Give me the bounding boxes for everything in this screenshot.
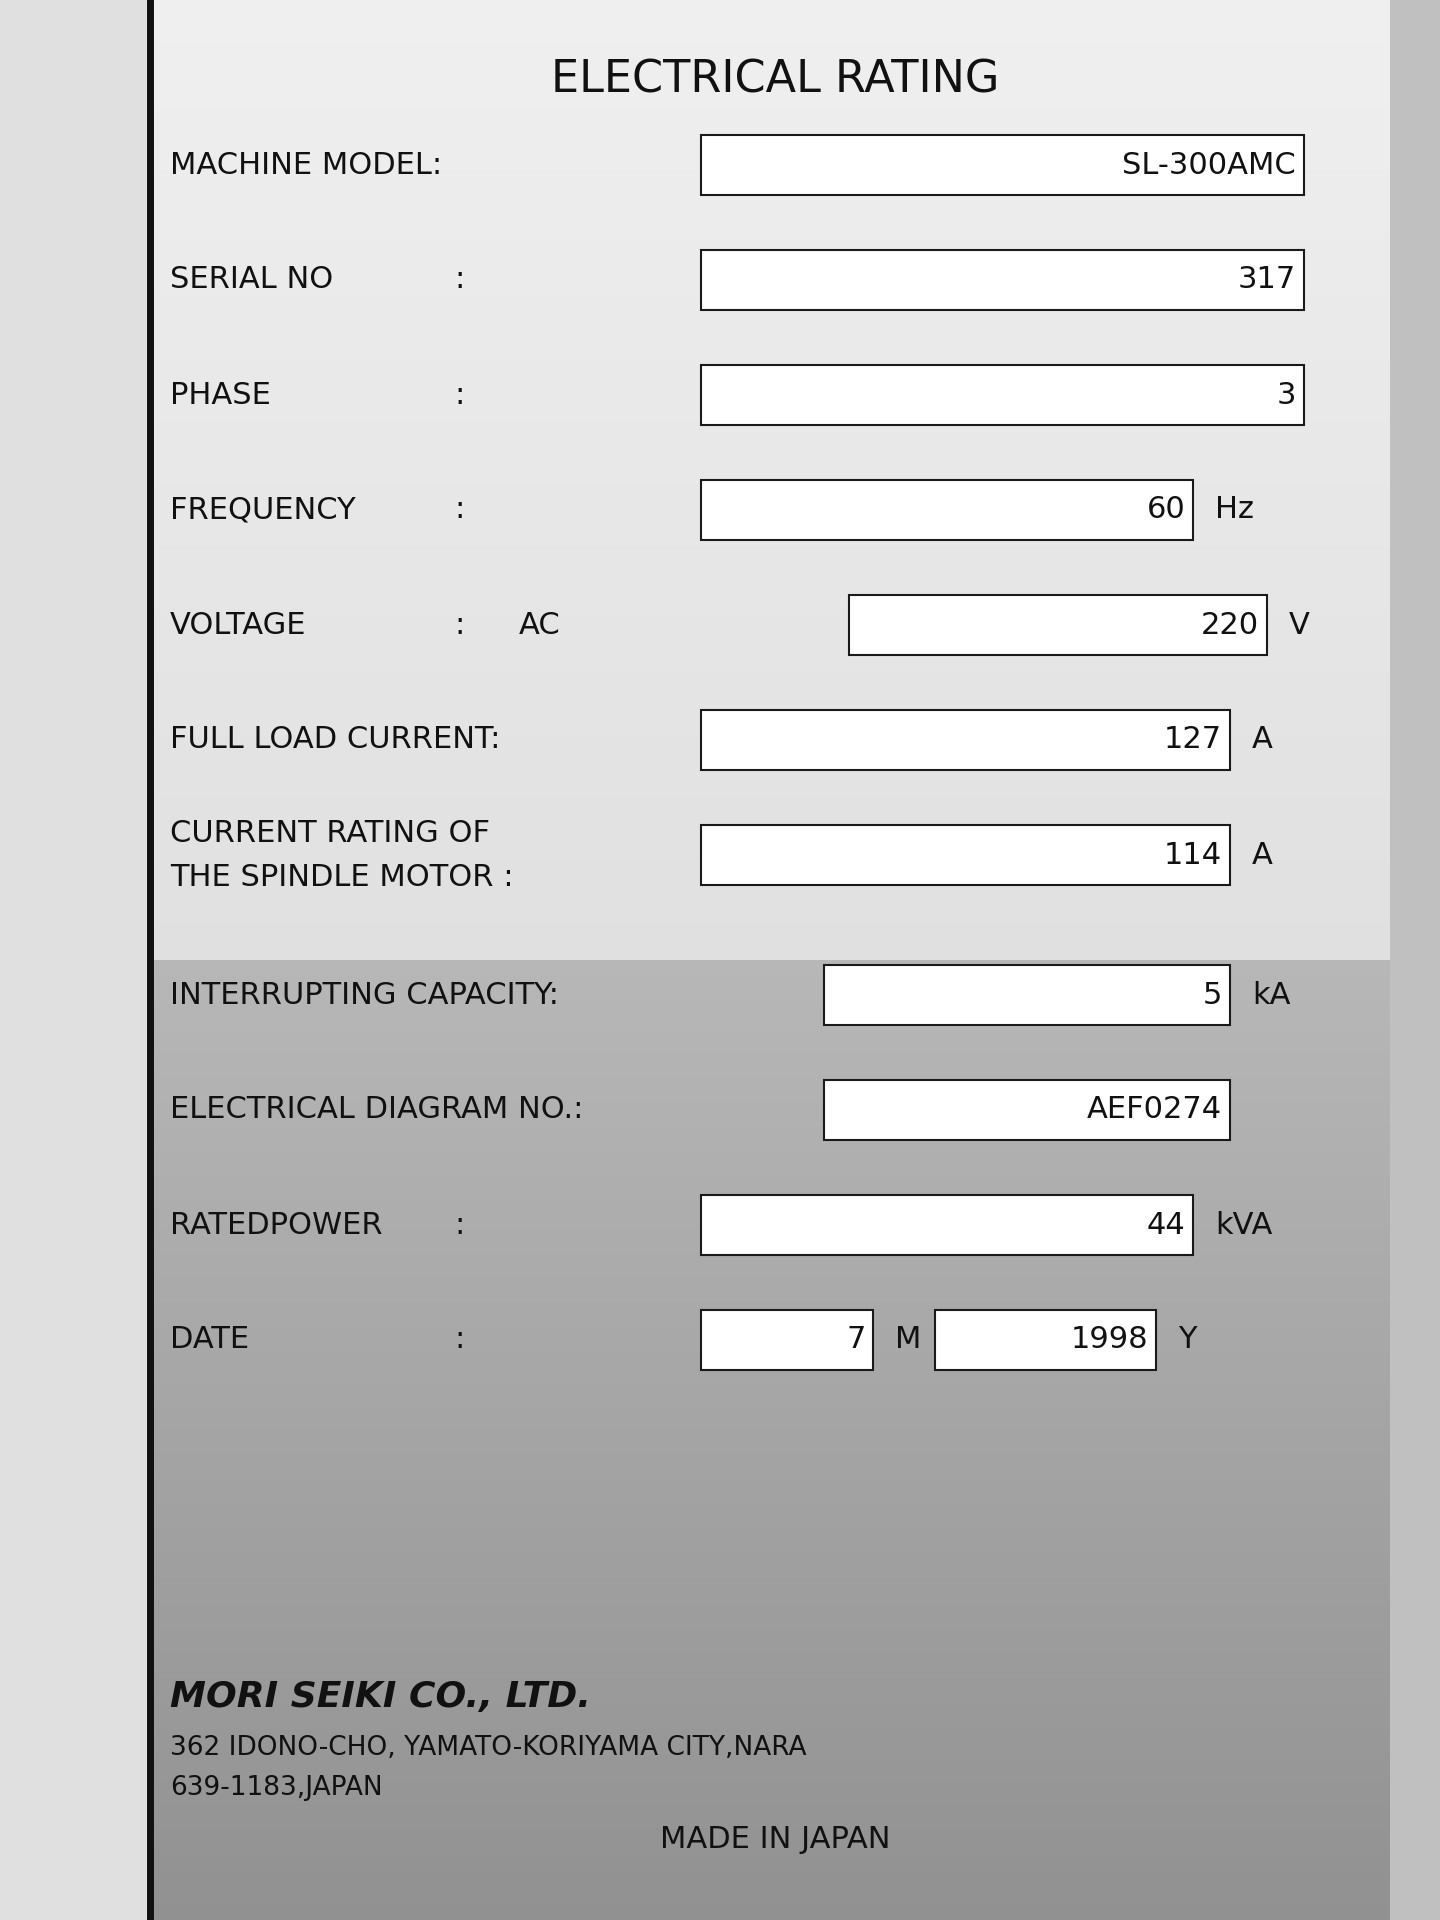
Text: MACHINE MODEL:: MACHINE MODEL: <box>170 150 442 179</box>
Text: MORI SEIKI CO., LTD.: MORI SEIKI CO., LTD. <box>170 1680 590 1715</box>
Text: 5: 5 <box>1202 981 1223 1010</box>
Text: RATEDPOWER: RATEDPOWER <box>170 1210 383 1240</box>
Text: :: : <box>455 611 465 639</box>
Text: VOLTAGE: VOLTAGE <box>170 611 307 639</box>
Bar <box>824 966 1230 1025</box>
Bar <box>701 710 1230 770</box>
Text: THE SPINDLE MOTOR :: THE SPINDLE MOTOR : <box>170 862 514 891</box>
Bar <box>701 1194 1194 1256</box>
Text: ELECTRICAL RATING: ELECTRICAL RATING <box>552 58 999 102</box>
Bar <box>701 365 1303 424</box>
Text: Y: Y <box>1178 1325 1197 1354</box>
Text: kVA: kVA <box>1215 1210 1273 1240</box>
Bar <box>1390 0 1440 1920</box>
Text: :: : <box>455 495 465 524</box>
Text: 7: 7 <box>847 1325 865 1354</box>
Text: 362 IDONO-CHO, YAMATO-KORIYAMA CITY,NARA: 362 IDONO-CHO, YAMATO-KORIYAMA CITY,NARA <box>170 1736 806 1761</box>
Text: SL-300AMC: SL-300AMC <box>1122 150 1296 179</box>
Text: A: A <box>1253 841 1273 870</box>
Text: AC: AC <box>520 611 560 639</box>
Text: SERIAL NO: SERIAL NO <box>170 265 333 294</box>
Text: 60: 60 <box>1146 495 1185 524</box>
Text: :: : <box>455 380 465 409</box>
Text: A: A <box>1253 726 1273 755</box>
Text: V: V <box>1289 611 1310 639</box>
Text: :: : <box>455 1210 465 1240</box>
Text: M: M <box>896 1325 922 1354</box>
Bar <box>935 1309 1156 1371</box>
Text: :: : <box>455 265 465 294</box>
Bar <box>0 0 150 1920</box>
Bar <box>848 595 1267 655</box>
Bar <box>701 250 1303 309</box>
Text: PHASE: PHASE <box>170 380 271 409</box>
Text: 317: 317 <box>1237 265 1296 294</box>
Text: 114: 114 <box>1164 841 1223 870</box>
Text: 220: 220 <box>1201 611 1259 639</box>
Text: kA: kA <box>1253 981 1290 1010</box>
Text: INTERRUPTING CAPACITY:: INTERRUPTING CAPACITY: <box>170 981 559 1010</box>
Text: 44: 44 <box>1146 1210 1185 1240</box>
Text: MADE IN JAPAN: MADE IN JAPAN <box>660 1826 890 1855</box>
Text: FULL LOAD CURRENT:: FULL LOAD CURRENT: <box>170 726 500 755</box>
Text: AEF0274: AEF0274 <box>1087 1096 1223 1125</box>
Text: Hz: Hz <box>1215 495 1254 524</box>
Text: :: : <box>455 1325 465 1354</box>
Bar <box>701 1309 874 1371</box>
Bar <box>701 480 1194 540</box>
Text: DATE: DATE <box>170 1325 249 1354</box>
Bar <box>701 826 1230 885</box>
Text: 3: 3 <box>1276 380 1296 409</box>
Text: 127: 127 <box>1164 726 1223 755</box>
Text: CURRENT RATING OF: CURRENT RATING OF <box>170 818 490 847</box>
Bar <box>701 134 1303 196</box>
Text: 1998: 1998 <box>1071 1325 1148 1354</box>
Text: ELECTRICAL DIAGRAM NO.:: ELECTRICAL DIAGRAM NO.: <box>170 1096 583 1125</box>
Text: 639-1183,JAPAN: 639-1183,JAPAN <box>170 1774 383 1801</box>
Text: FREQUENCY: FREQUENCY <box>170 495 356 524</box>
Bar <box>824 1079 1230 1140</box>
